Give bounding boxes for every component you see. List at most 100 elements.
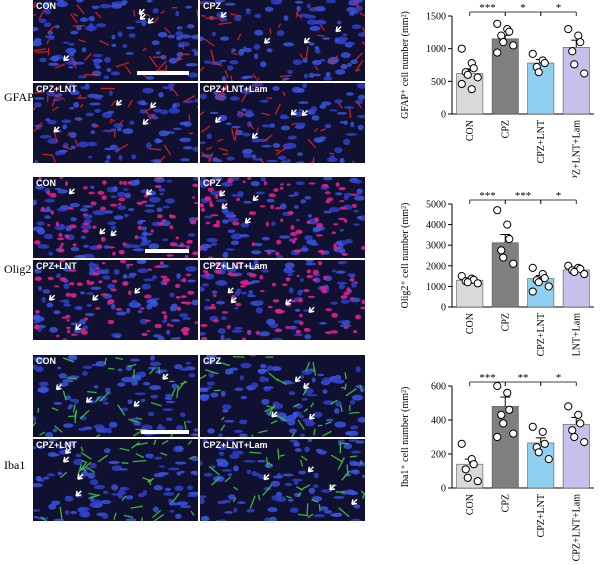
row-label-gfap: GFAP bbox=[4, 90, 34, 104]
y-tick-label: 600 bbox=[431, 382, 446, 393]
y-tick-label: 1000 bbox=[426, 44, 446, 55]
y-tick-label: 1500 bbox=[426, 12, 446, 23]
x-tick-label: CPZ bbox=[500, 120, 511, 138]
micrograph-texture bbox=[33, 439, 198, 521]
data-point bbox=[493, 432, 502, 442]
micrograph-texture bbox=[200, 177, 365, 258]
panel-label: CPZ bbox=[203, 178, 221, 188]
data-point bbox=[509, 259, 518, 268]
scale-bar bbox=[141, 430, 189, 434]
data-point bbox=[473, 477, 482, 486]
micrograph-gfap-cpz-lnt-lam: CPZ+LNT+Lam bbox=[200, 83, 365, 163]
y-axis-label: Olig2⁺ cell number (mm²) bbox=[400, 203, 411, 309]
row-label-olig2: Olig2 bbox=[4, 262, 32, 276]
data-point bbox=[457, 79, 466, 89]
data-point bbox=[528, 422, 537, 431]
significance-label: *** bbox=[515, 190, 532, 202]
panel-label: CON bbox=[36, 356, 56, 366]
micrograph-iba1-cpz: CPZ bbox=[200, 355, 365, 437]
x-tick-label: CPZ bbox=[500, 494, 511, 512]
chart-olig2-svg: 0 1000 2000 3000 4000 5000 Olig2⁺ cell number … bbox=[400, 190, 594, 356]
micrograph-texture bbox=[200, 0, 365, 81]
x-tick-label: CON bbox=[465, 494, 476, 515]
x-tick-label: CPZ+LNT+Lam bbox=[571, 120, 582, 178]
panel-label: CPZ+LNT bbox=[36, 440, 77, 450]
data-point bbox=[576, 38, 585, 47]
data-point bbox=[499, 253, 508, 262]
data-point bbox=[469, 460, 478, 469]
data-point bbox=[534, 278, 543, 287]
data-point bbox=[538, 427, 547, 437]
data-point bbox=[580, 269, 589, 279]
micrograph-texture bbox=[33, 260, 198, 340]
data-point bbox=[499, 419, 508, 428]
panel-label: CPZ+LNT bbox=[36, 261, 77, 271]
data-point bbox=[503, 388, 512, 397]
micrograph-texture bbox=[200, 260, 365, 340]
micrograph-iba1-cpz-lnt-lam: CPZ+LNT+Lam bbox=[200, 439, 365, 521]
micrograph-texture bbox=[33, 83, 198, 163]
x-tick-label: CPZ+LNT bbox=[536, 313, 547, 356]
scale-bar bbox=[137, 71, 189, 75]
micrograph-gfap-con: CON bbox=[33, 0, 198, 81]
y-tick-label: 400 bbox=[431, 416, 446, 427]
data-point bbox=[473, 279, 482, 288]
x-tick-label: CON bbox=[465, 313, 476, 334]
chart-iba1-svg: 0 200 400 600 Iba1⁺ cell number (mm²) CON CPZ C… bbox=[400, 372, 594, 562]
data-point bbox=[505, 405, 514, 414]
data-point bbox=[540, 274, 549, 283]
micrograph-gfap-cpz-lnt: CPZ+LNT bbox=[33, 83, 198, 163]
significance-label: * bbox=[520, 2, 526, 14]
x-tick-label: CPZ+LNT bbox=[536, 120, 547, 163]
y-tick-label: 200 bbox=[431, 450, 446, 461]
data-point bbox=[528, 287, 537, 296]
data-point bbox=[457, 439, 466, 448]
y-tick-label: 500 bbox=[431, 77, 446, 88]
significance-label: * bbox=[556, 190, 562, 202]
y-tick-label: 5000 bbox=[426, 200, 446, 211]
panel-label: CPZ+LNT+Lam bbox=[203, 261, 268, 271]
data-point bbox=[463, 70, 472, 79]
chart-gfap-svg: 0 500 1000 1500 GFAP⁺ cell number (mm²) CON CP… bbox=[400, 2, 594, 178]
x-tick-label: CPZ bbox=[500, 313, 511, 331]
data-point bbox=[497, 410, 506, 420]
micrograph-olig2-cpz-lnt-lam: CPZ+LNT+Lam bbox=[200, 260, 365, 340]
data-point bbox=[467, 85, 476, 94]
data-point bbox=[544, 455, 553, 464]
data-point bbox=[568, 426, 577, 435]
panel-label: CPZ+LNT+Lam bbox=[203, 84, 268, 94]
data-point bbox=[503, 220, 512, 229]
data-point bbox=[499, 38, 508, 47]
data-point bbox=[540, 58, 549, 68]
data-point bbox=[574, 410, 583, 420]
significance-label: *** bbox=[479, 2, 496, 14]
micrograph-texture bbox=[200, 355, 365, 437]
micrograph-iba1-con: CON bbox=[33, 355, 198, 437]
data-point bbox=[544, 282, 553, 291]
significance-label: ** bbox=[518, 372, 529, 384]
data-point bbox=[528, 49, 537, 58]
panel-label: CPZ+LNT+Lam bbox=[203, 440, 268, 450]
x-tick-label: CPZ+LNT bbox=[536, 494, 547, 537]
y-tick-label: 4000 bbox=[426, 220, 446, 231]
data-point bbox=[493, 48, 502, 57]
data-point bbox=[570, 267, 579, 277]
data-point bbox=[493, 19, 502, 28]
data-point bbox=[570, 432, 579, 442]
x-tick-label: CPZ+LNT+Lam bbox=[571, 494, 582, 562]
y-axis-label: Iba1⁺ cell number (mm²) bbox=[400, 387, 411, 488]
significance-label: *** bbox=[479, 372, 496, 384]
data-point bbox=[469, 64, 478, 73]
y-tick-label: 3000 bbox=[426, 241, 446, 252]
micrograph-texture bbox=[33, 0, 198, 81]
panel-label: CON bbox=[36, 178, 56, 188]
scale-bar bbox=[145, 249, 189, 253]
data-point bbox=[564, 402, 573, 411]
micrograph-texture bbox=[200, 439, 365, 521]
data-point bbox=[463, 278, 472, 287]
data-point bbox=[497, 246, 506, 255]
data-point bbox=[580, 69, 589, 78]
bar bbox=[491, 242, 519, 308]
panel-label: CON bbox=[36, 1, 56, 11]
data-point bbox=[463, 473, 472, 482]
